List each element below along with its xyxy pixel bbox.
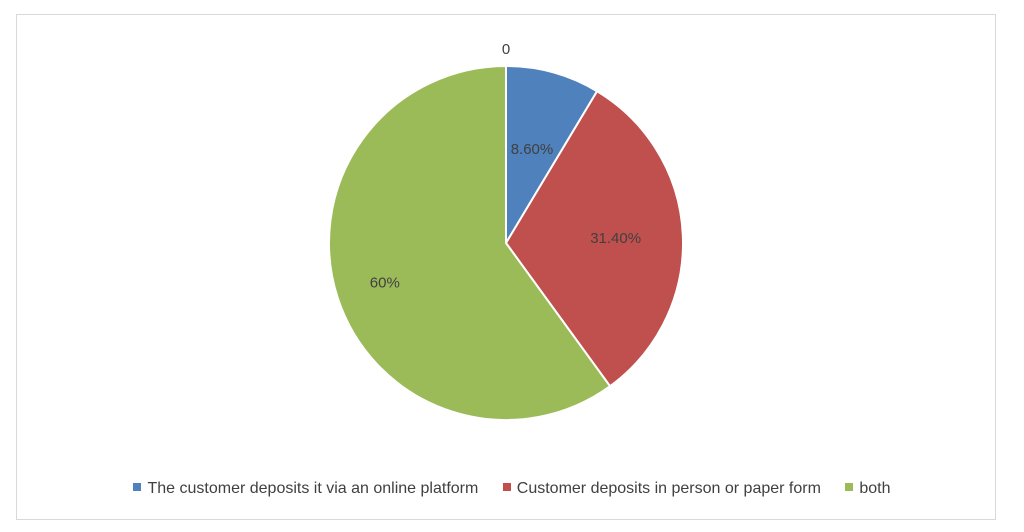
legend-item-both: both bbox=[845, 480, 891, 498]
legend-item-in-person: Customer deposits in person or paper for… bbox=[502, 480, 821, 498]
pie-data-label-2: 60% bbox=[370, 274, 400, 291]
pie-data-label-0: 8.60% bbox=[511, 141, 554, 158]
pie-labels: 8.60% 31.40% 60% bbox=[370, 141, 641, 291]
legend-label-in-person: Customer deposits in person or paper for… bbox=[516, 480, 821, 497]
legend-label-both: both bbox=[859, 480, 891, 497]
pie-data-label-1: 31.40% bbox=[590, 230, 641, 247]
chart-title: 0 bbox=[502, 41, 510, 58]
pie-slice-0 bbox=[505, 64, 599, 247]
pie-slice-2 bbox=[328, 64, 612, 421]
legend-swatch-in-person bbox=[502, 482, 511, 491]
legend-swatch-both bbox=[845, 482, 854, 491]
legend-label-online: The customer deposits it via an online p… bbox=[147, 480, 479, 497]
legend-item-online: The customer deposits it via an online p… bbox=[133, 480, 478, 498]
legend-swatch-online bbox=[133, 482, 142, 491]
pie-slices bbox=[328, 64, 684, 421]
pie-slice-1 bbox=[504, 89, 684, 388]
chart-legend: The customer deposits it via an online p… bbox=[0, 480, 1024, 498]
